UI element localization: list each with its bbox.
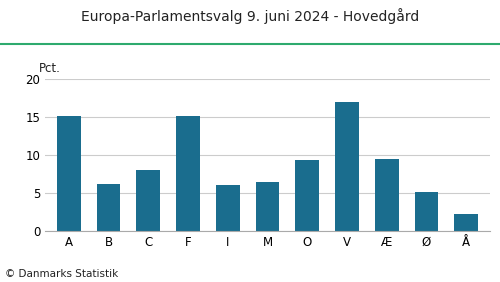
Text: Europa-Parlamentsvalg 9. juni 2024 - Hovedgård: Europa-Parlamentsvalg 9. juni 2024 - Hov… (81, 8, 419, 25)
Bar (414, 192, 438, 231)
Bar (136, 170, 160, 231)
Bar (256, 182, 280, 231)
Bar (96, 184, 120, 231)
Bar (335, 102, 359, 231)
Bar (454, 215, 478, 231)
Bar (296, 160, 319, 231)
Bar (375, 159, 398, 231)
Text: Pct.: Pct. (39, 62, 61, 75)
Bar (57, 116, 81, 231)
Text: © Danmarks Statistik: © Danmarks Statistik (5, 269, 118, 279)
Bar (216, 185, 240, 231)
Bar (176, 116, 200, 231)
